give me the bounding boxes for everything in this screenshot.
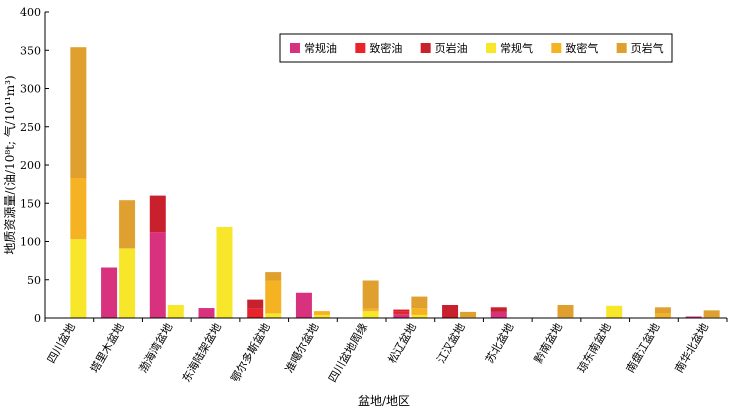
bar-segment [411,314,428,318]
y-tick-label: 350 [20,44,41,57]
x-tick-label: 四川盆地 [44,321,78,366]
bar-segment [295,292,312,318]
y-tick-label: 200 [20,159,41,172]
x-tick-label: 琼东南盆地 [574,321,614,376]
y-tick: 200 [20,159,49,172]
bar-segment [265,280,282,314]
legend-label: 常规气 [500,41,533,55]
bar-segment [393,311,410,315]
y-tick: 250 [20,121,49,134]
x-tick-label: 准噶尔盆地 [282,321,322,376]
y-tick: 100 [20,236,49,249]
x-tick-label: 松辽盆地 [385,321,419,366]
bar-segment [654,307,671,314]
bar-segment [442,304,459,318]
legend-label: 页岩油 [435,41,468,55]
y-tick: 400 [20,6,49,19]
bar-segment [362,308,379,312]
bar-segment [703,310,720,318]
bar-segment [101,267,118,318]
legend-swatch [355,43,366,53]
legend-label: 页岩气 [631,41,664,55]
bar-segment [411,296,428,309]
bar-segment [685,316,702,318]
bars-layer [70,47,720,318]
bar-segment [265,313,282,318]
y-axis-title: 地质资源量/(油/10⁸t; 气/10¹¹m³) [2,75,17,254]
x-tick-label: 四川盆地周缘 [325,321,370,385]
legend-swatch [616,43,627,53]
y-tick: 350 [20,44,49,57]
x-axis-title: 盆地/地区 [358,394,410,408]
y-tick-label: 150 [20,197,41,210]
bar-segment [70,47,87,179]
bar-segment [557,304,574,318]
bar-segment [119,248,136,318]
bar-segment [149,232,166,318]
bar-segment [362,280,379,309]
y-tick-label: 0 [34,312,41,325]
legend: 常规油 致密油 页岩油 常规气 致密气 页岩气 [279,33,673,63]
bar-segment [247,299,264,309]
x-tick-label: 苏北盆地 [482,321,516,366]
x-tick-label: 黔南盆地 [531,321,565,366]
bar-segment [247,308,264,318]
bar-segment [119,200,136,249]
bar-segment [654,313,671,318]
x-tick-label: 塔里木盆地 [87,321,127,376]
bar-segment [490,307,507,312]
x-tick-label: 南华北盆地 [672,321,712,376]
legend-swatch [551,43,562,53]
y-tick-label: 400 [20,6,41,19]
bar-segment [167,304,184,318]
bar-segment [490,311,507,318]
x-tick-label: 鄂尔多斯盆地 [228,321,273,385]
bar-segment [313,311,330,315]
bar-segment [362,311,379,318]
y-tick-label: 50 [27,274,41,287]
legend-label: 致密气 [565,41,598,55]
bar-segment [393,309,410,312]
bar-segment [460,311,477,318]
x-tick-label: 东海陆架盆地 [179,321,224,385]
x-tick-label: 南盘江盆地 [623,321,663,376]
legend-label: 常规油 [304,41,337,55]
bar-segment [606,305,623,318]
y-tick-label: 250 [20,121,41,134]
bar-segment [393,314,410,318]
y-tick-label: 300 [20,83,41,96]
bar-segment [313,314,330,318]
bar-segment [198,308,215,318]
bar-segment [70,239,87,318]
bar-segment [265,272,282,281]
legend-swatch [486,43,496,53]
y-tick: 300 [20,83,49,96]
legend-label: 致密油 [369,41,402,55]
legend-swatch [290,43,300,53]
y-tick-label: 100 [20,236,41,249]
bar-segment [149,195,166,233]
x-tick-label: 渤海湾盆地 [136,321,176,376]
y-tick: 0 [34,312,49,325]
y-tick: 50 [27,274,49,287]
legend-swatch [420,43,431,53]
bar-segment [216,226,233,318]
bar-segment [70,178,87,240]
axes-layer: 0 50 100 150 200 250 300 350 400 四川盆地 塔里木盆地 渤海湾盆地 东海… [20,6,728,385]
y-tick: 150 [20,197,49,210]
legend-box [279,33,673,63]
x-tick-label: 江汉盆地 [434,321,468,366]
bar-segment [411,308,428,315]
